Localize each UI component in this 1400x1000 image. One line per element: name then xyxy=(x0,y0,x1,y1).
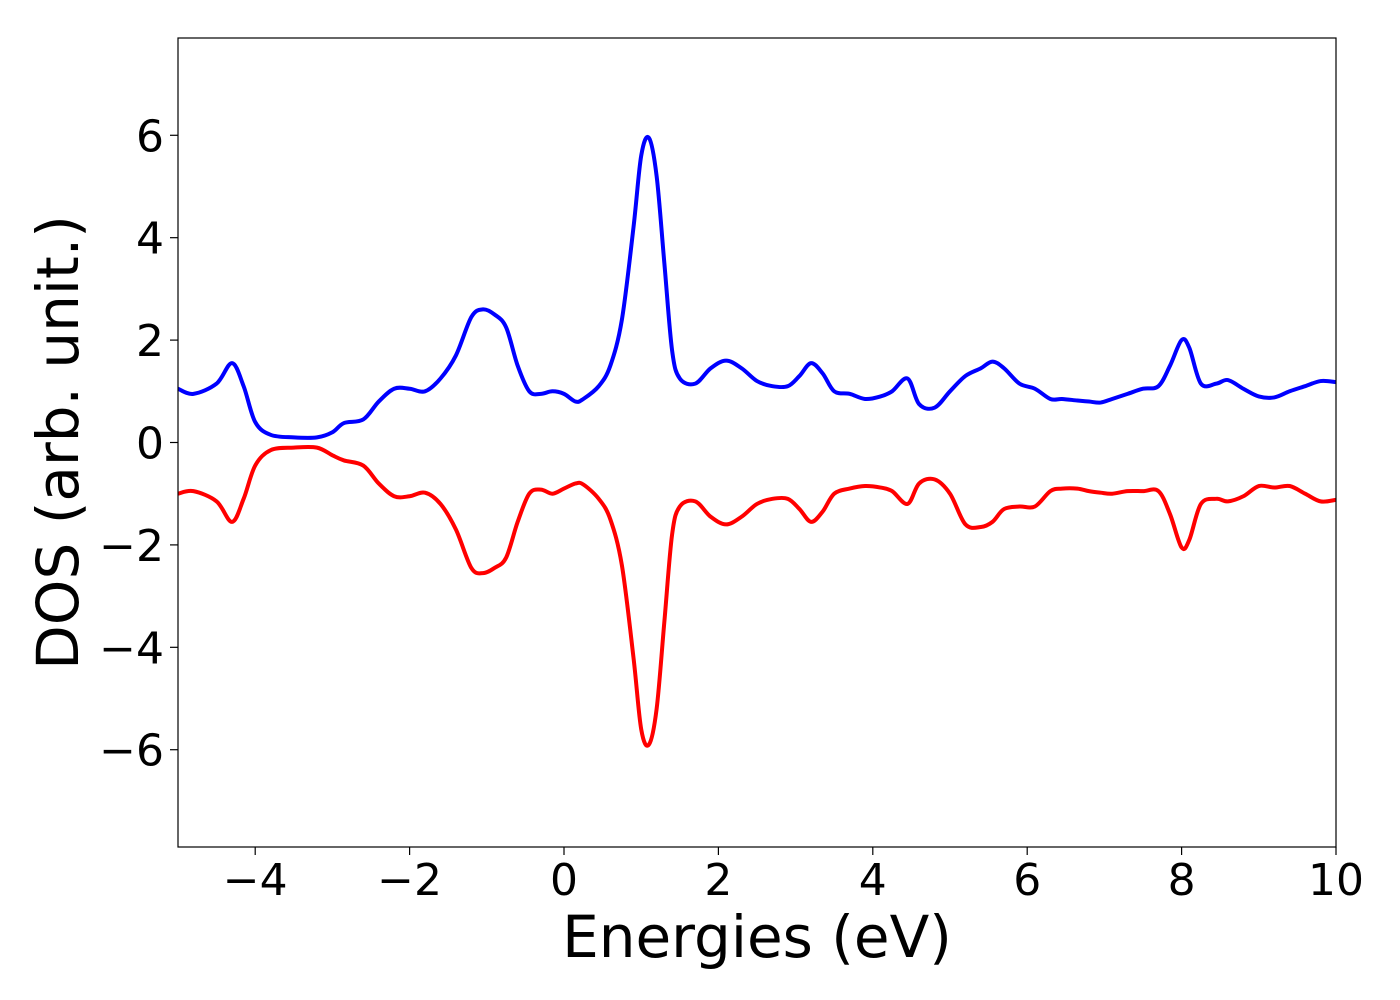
y-tick-label: 2 xyxy=(136,316,164,367)
y-tick-label: 4 xyxy=(136,214,164,265)
x-axis-label: Energies (eV) xyxy=(562,903,952,971)
x-tick-label: 2 xyxy=(704,855,732,906)
x-tick-label: 8 xyxy=(1168,855,1196,906)
series-line-blue xyxy=(177,135,1337,440)
x-axis-ticks: −4 −2 0 2 4 6 8 10 xyxy=(223,847,1364,906)
x-tick-label: 6 xyxy=(1013,855,1041,906)
y-tick-label: −2 xyxy=(99,521,164,572)
plot-frame xyxy=(177,37,1337,848)
y-tick-label: 6 xyxy=(136,111,164,162)
x-tick-label: −2 xyxy=(377,855,442,906)
y-tick-label: 0 xyxy=(136,419,164,470)
x-tick-label: −4 xyxy=(223,855,288,906)
y-axis-ticks: −6 −4 −2 0 2 4 6 xyxy=(99,111,178,777)
y-tick-label: −4 xyxy=(99,623,164,674)
series-line-red xyxy=(177,444,1337,748)
y-axis-label: DOS (arb. unit.) xyxy=(24,215,92,670)
x-tick-label: 10 xyxy=(1308,855,1364,906)
y-tick-label: −6 xyxy=(99,726,164,777)
x-tick-label: 4 xyxy=(859,855,887,906)
series-layer xyxy=(177,135,1337,748)
x-tick-label: 0 xyxy=(550,855,578,906)
